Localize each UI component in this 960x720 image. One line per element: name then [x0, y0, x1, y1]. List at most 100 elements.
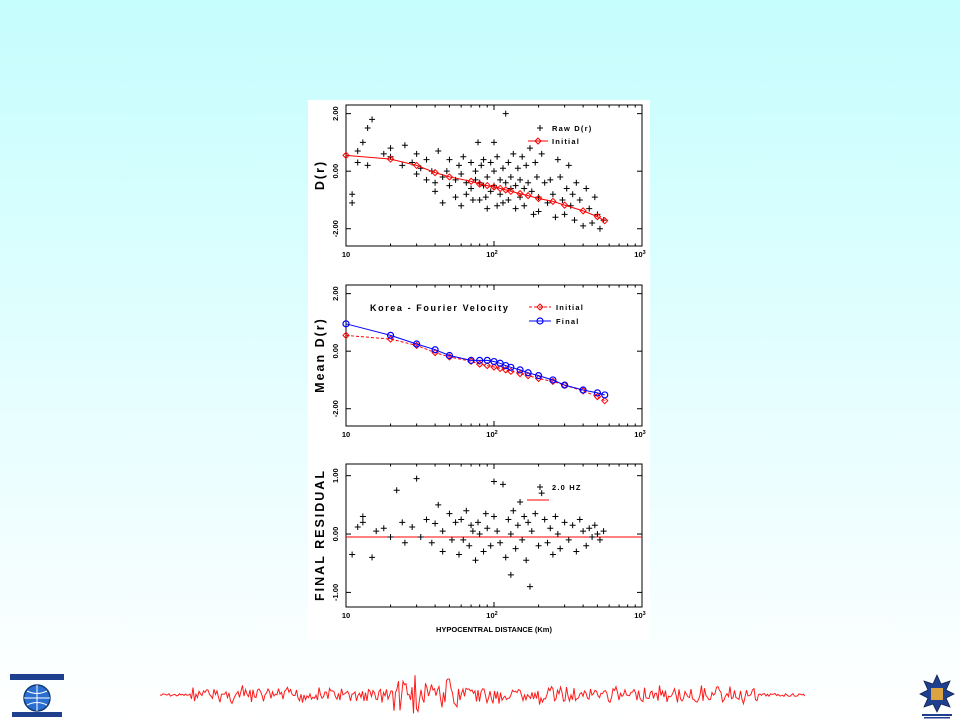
data-point: [569, 191, 576, 198]
legend-marker-raw: [537, 125, 543, 131]
data-point: [484, 525, 491, 532]
data-point: [499, 165, 506, 172]
y-tick-label: -1.00: [331, 584, 340, 601]
data-point: [359, 139, 366, 146]
data-point: [342, 151, 350, 160]
data-point: [583, 185, 590, 192]
panel-top-xticks: 10 102 103: [342, 105, 646, 259]
panel-middle-marks: [342, 320, 609, 405]
data-point: [476, 196, 483, 203]
data-point: [497, 539, 504, 546]
panel-bottom-marks: [349, 475, 607, 590]
data-point: [521, 185, 528, 192]
series-line: [345, 323, 605, 396]
data-point: [476, 356, 484, 364]
slu-earthquake-center-logo: [10, 674, 64, 717]
panel-bottom-ylabel: FINAL RESIDUAL: [313, 469, 327, 601]
data-point: [538, 490, 545, 497]
data-point: [505, 196, 512, 203]
data-point: [514, 522, 521, 529]
data-point: [530, 211, 537, 218]
data-point: [521, 513, 528, 520]
data-point: [354, 148, 361, 155]
data-point: [472, 176, 479, 183]
data-point: [435, 501, 442, 508]
y-tick-label: 0.00: [331, 527, 340, 542]
data-point: [549, 197, 557, 206]
data-point: [413, 475, 420, 482]
data-point: [596, 536, 603, 543]
data-point: [487, 159, 494, 166]
data-point: [475, 519, 482, 526]
data-point: [547, 176, 554, 183]
data-point: [491, 168, 497, 175]
data-point: [401, 142, 408, 149]
data-point: [417, 533, 424, 540]
data-point: [432, 188, 439, 195]
data-point: [579, 207, 587, 215]
data-point: [439, 528, 446, 535]
panel-top-ylabel: D(r): [313, 160, 327, 190]
data-point: [591, 194, 598, 201]
data-point: [517, 498, 524, 505]
x-tick-label-exponent: 2: [495, 430, 498, 436]
y-tick-label: -2.00: [331, 220, 340, 237]
data-point: [467, 356, 475, 364]
data-point: [401, 539, 408, 546]
data-point: [541, 516, 548, 523]
legend-label-initial: Initial: [556, 303, 584, 312]
legend-label-raw: Raw D(r): [552, 124, 592, 133]
data-point: [502, 179, 509, 186]
data-point: [349, 551, 356, 558]
data-point: [565, 536, 572, 543]
data-point: [525, 519, 532, 526]
data-point: [359, 519, 366, 526]
data-point: [554, 531, 561, 538]
data-point: [490, 363, 498, 371]
data-point: [423, 176, 430, 183]
data-point: [431, 346, 439, 354]
data-point: [502, 554, 509, 561]
data-point: [364, 162, 371, 169]
data-point: [468, 185, 475, 192]
data-point: [483, 361, 491, 370]
data-point: [386, 331, 395, 339]
x-tick-label-exponent: 3: [643, 430, 646, 436]
x-tick-label: 10: [342, 430, 350, 439]
panel-middle-ylabel: Mean D(r): [313, 317, 327, 393]
data-point: [354, 159, 361, 166]
data-point: [499, 481, 506, 488]
x-tick-label: 10: [342, 611, 350, 620]
data-point: [455, 551, 462, 558]
data-point: [521, 202, 528, 209]
data-point: [544, 539, 551, 546]
data-point: [512, 545, 519, 552]
data-point: [494, 153, 501, 160]
series-line: [345, 334, 605, 402]
legend-diamond: [534, 137, 542, 145]
x-tick-label: 103: [634, 611, 645, 620]
x-tick-label-base: 10: [634, 250, 642, 259]
data-point: [573, 179, 580, 186]
data-point: [496, 184, 504, 193]
data-point: [472, 557, 479, 564]
data-point: [561, 381, 569, 389]
data-point: [580, 528, 587, 535]
data-point: [576, 516, 583, 523]
data-point: [413, 171, 420, 178]
data-point: [549, 551, 556, 558]
legend-plus: [537, 484, 543, 490]
data-point: [387, 145, 394, 152]
data-point: [593, 389, 602, 397]
legend-circle: [536, 317, 544, 325]
data-point: [354, 524, 361, 531]
data-point: [380, 150, 387, 157]
data-point: [552, 513, 559, 520]
data-point: [369, 116, 376, 123]
data-point: [573, 548, 580, 555]
panel-top-yticks: 2.00 0.00 -2.00: [331, 106, 642, 237]
x-tick-label-exponent: 3: [643, 250, 646, 256]
saint-louis-university-crest: [919, 674, 955, 719]
data-point: [517, 176, 524, 183]
data-point: [600, 528, 607, 535]
